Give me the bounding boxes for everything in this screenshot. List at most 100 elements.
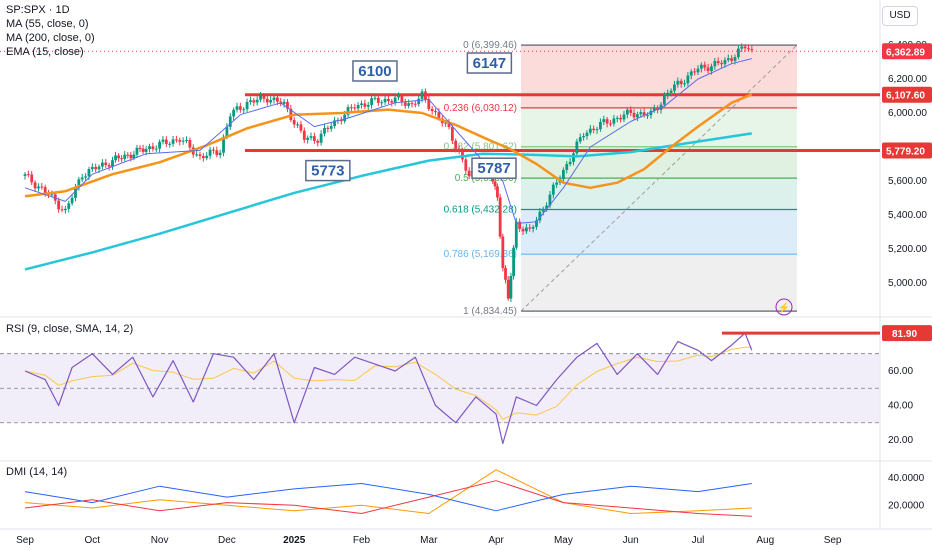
- candle: [686, 71, 690, 87]
- candle: [619, 114, 623, 123]
- candle: [40, 182, 44, 190]
- price-label: 6,362.89: [886, 47, 925, 58]
- candle: [154, 145, 158, 153]
- candle-body: [383, 98, 387, 103]
- candle: [509, 272, 513, 302]
- candle-body: [612, 118, 616, 124]
- candle: [138, 145, 142, 153]
- candle-body: [413, 103, 417, 105]
- price-axis-tick: 5,000.00: [888, 278, 927, 289]
- candle-body: [464, 159, 468, 171]
- candle: [252, 97, 256, 107]
- ma55-line: [24, 93, 753, 198]
- candle-body: [750, 49, 754, 51]
- candle-body: [740, 46, 744, 49]
- candle-body: [323, 127, 326, 134]
- candle: [272, 94, 276, 104]
- candle: [299, 120, 303, 134]
- candle-body: [363, 103, 367, 107]
- candle: [114, 151, 117, 163]
- candle: [750, 45, 754, 53]
- candle-body: [518, 221, 522, 229]
- candle-body: [63, 208, 67, 211]
- candle: [292, 116, 296, 128]
- annotation-label: 5787: [477, 160, 510, 177]
- candle: [265, 95, 269, 106]
- time-axis-tick: Oct: [85, 535, 101, 546]
- candle-body: [393, 97, 397, 103]
- candle-body: [151, 146, 155, 150]
- fib-level-label: 0.236 (6,030.12): [444, 103, 517, 114]
- candle: [390, 98, 394, 107]
- candle-body: [97, 166, 101, 170]
- currency-button[interactable]: USD: [882, 6, 918, 26]
- candle-body: [524, 227, 528, 232]
- price-label-box: [882, 43, 932, 60]
- candle-body: [514, 221, 518, 248]
- candle-body: [619, 117, 623, 120]
- candle: [447, 118, 451, 130]
- candle: [363, 99, 367, 109]
- candle-body: [373, 97, 377, 99]
- candle: [195, 150, 199, 157]
- time-axis-tick: Sep: [16, 535, 34, 546]
- candle-body: [649, 110, 653, 116]
- candle: [135, 144, 139, 159]
- candle-body: [551, 184, 555, 195]
- candle-body: [329, 126, 333, 129]
- candle-body: [70, 197, 74, 204]
- candle: [80, 173, 84, 182]
- candle: [181, 137, 185, 145]
- candle-body: [188, 139, 192, 148]
- candle: [376, 94, 380, 107]
- rsi-band: [0, 353, 880, 423]
- candle-body: [120, 158, 124, 160]
- candle-body: [265, 98, 269, 103]
- candle: [524, 223, 528, 234]
- candle: [726, 54, 730, 63]
- candle: [689, 69, 693, 80]
- candle-body: [726, 58, 730, 61]
- candle-body: [565, 164, 569, 170]
- candle: [249, 96, 252, 105]
- rsi-axis-tick: 40.00: [888, 400, 913, 411]
- candle: [238, 102, 242, 113]
- candle: [683, 79, 686, 87]
- candle-body: [316, 140, 320, 143]
- candle-body: [555, 182, 559, 185]
- price-axis-tick: 6,200.00: [888, 74, 927, 85]
- candle-body: [575, 141, 579, 154]
- candle: [424, 88, 427, 103]
- candle-body: [669, 90, 673, 93]
- candle-body: [117, 155, 121, 159]
- candle-body: [493, 181, 497, 187]
- candle-body: [259, 95, 262, 100]
- candle: [609, 120, 612, 127]
- candle: [578, 133, 582, 144]
- candle-body: [135, 147, 139, 155]
- candle-body: [353, 107, 357, 109]
- candle-body: [568, 161, 572, 165]
- candle-body: [57, 200, 61, 210]
- candle-body: [33, 182, 37, 189]
- candle: [504, 265, 507, 284]
- candle-body: [60, 209, 64, 211]
- candle: [60, 205, 64, 213]
- ema15-legend: EMA (15, close): [6, 46, 84, 58]
- candle: [662, 92, 666, 108]
- candle-body: [262, 95, 266, 99]
- candle-body: [528, 227, 532, 229]
- candle-body: [208, 149, 212, 156]
- candle-body: [424, 91, 427, 100]
- candle-body: [111, 160, 114, 167]
- candle-body: [501, 236, 505, 268]
- candle-body: [80, 177, 84, 180]
- candle: [282, 98, 286, 108]
- candle-body: [175, 139, 178, 141]
- candle: [464, 157, 468, 175]
- candle: [319, 130, 323, 146]
- candle-body: [599, 121, 602, 130]
- candle: [427, 95, 431, 112]
- candle: [126, 151, 130, 159]
